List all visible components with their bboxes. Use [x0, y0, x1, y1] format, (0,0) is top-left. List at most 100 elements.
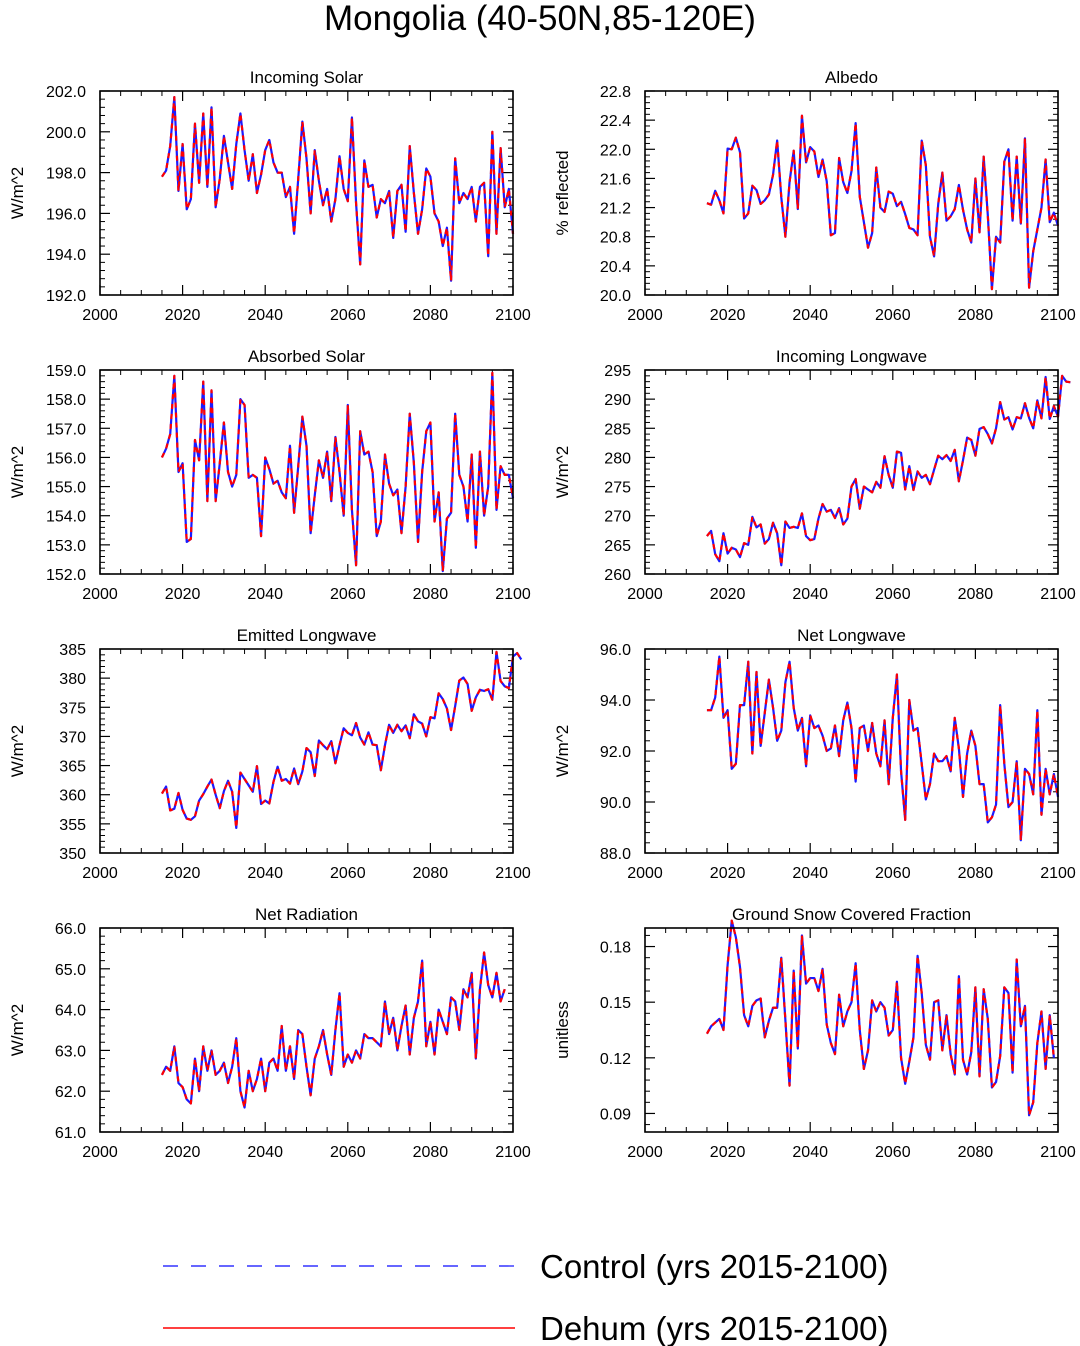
legend: Control (yrs 2015-2100) Dehum (yrs 2015-…: [163, 1248, 889, 1346]
x-tick-label: 2080: [413, 586, 449, 603]
y-axis-label: W/m^2: [8, 1004, 27, 1056]
y-tick-label: 88.0: [600, 846, 631, 863]
x-tick-label: 2020: [165, 307, 201, 324]
series-line-dehum: [706, 374, 1071, 567]
plot-frame: [644, 369, 1059, 575]
x-tick-label: 2060: [875, 307, 911, 324]
x-tick-label: 2100: [1040, 307, 1076, 324]
y-tick-label: 155.0: [46, 480, 86, 497]
x-tick-label: 2020: [710, 586, 746, 603]
y-tick-label: 295: [604, 363, 631, 380]
panel-title: Absorbed Solar: [248, 347, 366, 366]
y-axis-label: W/m^2: [553, 446, 572, 498]
y-axis-label: W/m^2: [8, 446, 27, 498]
panel-title: Ground Snow Covered Fraction: [732, 905, 971, 924]
x-tick-label: 2080: [958, 307, 994, 324]
panel-title: Albedo: [825, 68, 878, 87]
y-tick-label: 66.0: [55, 921, 86, 938]
y-tick-label: 96.0: [600, 642, 631, 659]
x-tick-label: 2020: [165, 865, 201, 882]
panel-8: Ground Snow Covered Fraction unitless 2000…: [553, 905, 1076, 1161]
x-tick-label: 2040: [247, 1144, 283, 1161]
y-tick-label: 20.0: [600, 288, 631, 305]
y-tick-label: 385: [59, 642, 86, 659]
plot-frame: [644, 90, 1059, 296]
series-line-dehum: [706, 655, 1060, 842]
series-line-dehum: [705, 919, 1055, 1117]
panel-2: Albedo % reflected 2000 2020 2040 2060 2080 210…: [553, 68, 1076, 324]
x-tick-label: 2040: [792, 586, 828, 603]
x-tick-label: 2100: [495, 307, 531, 324]
y-axis-label: unitless: [553, 1001, 572, 1059]
y-tick-label: 22.4: [600, 113, 631, 130]
y-tick-label: 198.0: [46, 166, 86, 183]
series-line-dehum: [160, 951, 506, 1109]
y-tick-label: 365: [59, 759, 86, 776]
x-tick-label: 2000: [627, 865, 663, 882]
panel-title: Emitted Longwave: [237, 626, 377, 645]
x-tick-label: 2060: [330, 586, 366, 603]
x-tick-label: 2100: [1040, 1144, 1076, 1161]
panel-5: Emitted Longwave W/m^2 2000 2020 2040 2060 208…: [8, 626, 531, 882]
y-tick-label: 21.2: [600, 201, 631, 218]
x-tick-label: 2060: [875, 865, 911, 882]
y-axis-label: W/m^2: [553, 725, 572, 777]
plot-frame: [99, 90, 514, 296]
series-line-control: [706, 114, 1060, 291]
legend-label-dehum: Dehum (yrs 2015-2100): [540, 1310, 889, 1346]
x-tick-label: 2100: [495, 865, 531, 882]
x-tick-label: 2080: [958, 586, 994, 603]
plot-frame: [644, 648, 1059, 854]
panel-4: Incoming Longwave W/m^2 2000 2020 2040 2060 20…: [553, 347, 1076, 603]
legend-label-control: Control (yrs 2015-2100): [540, 1248, 889, 1285]
panel-title: Net Radiation: [255, 905, 358, 924]
figure-title: Mongolia (40-50N,85-120E): [324, 0, 756, 38]
y-tick-label: 21.6: [600, 171, 631, 188]
panels-group: Incoming Solar W/m^2 2000 2020 2040 2060 2080 2…: [8, 68, 1076, 1161]
x-tick-label: 2060: [875, 586, 911, 603]
y-tick-label: 22.0: [600, 142, 631, 159]
y-tick-label: 290: [604, 392, 631, 409]
x-tick-label: 2000: [82, 586, 118, 603]
y-tick-label: 0.18: [600, 940, 631, 957]
x-tick-label: 2000: [627, 1144, 663, 1161]
panel-7: Net Radiation W/m^2 2000 2020 2040 2060 2080 21…: [8, 905, 531, 1161]
y-tick-label: 63.0: [55, 1043, 86, 1060]
series-line-dehum: [160, 371, 515, 573]
x-tick-label: 2080: [413, 1144, 449, 1161]
y-tick-label: 157.0: [46, 421, 86, 438]
x-tick-label: 2060: [330, 1144, 366, 1161]
series-line-dehum: [706, 114, 1060, 291]
x-tick-label: 2040: [247, 307, 283, 324]
x-tick-label: 2000: [627, 586, 663, 603]
y-tick-label: 280: [604, 450, 631, 467]
plot-frame: [99, 927, 514, 1133]
series-line-dehum: [161, 96, 515, 282]
series-line-control: [160, 951, 506, 1109]
x-tick-label: 2020: [710, 1144, 746, 1161]
y-tick-label: 0.12: [600, 1051, 631, 1068]
y-tick-label: 159.0: [46, 363, 86, 380]
y-tick-label: 380: [59, 671, 86, 688]
x-tick-label: 2100: [495, 1144, 531, 1161]
y-tick-label: 92.0: [600, 744, 631, 761]
series-line-control: [706, 655, 1060, 842]
x-tick-label: 2040: [247, 865, 283, 882]
y-tick-label: 200.0: [46, 125, 86, 142]
y-tick-label: 265: [604, 538, 631, 555]
series-line-control: [706, 374, 1071, 567]
y-tick-label: 194.0: [46, 247, 86, 264]
plot-frame: [99, 369, 514, 575]
x-tick-label: 2080: [413, 307, 449, 324]
y-tick-label: 20.4: [600, 259, 631, 276]
x-tick-label: 2080: [413, 865, 449, 882]
y-tick-label: 370: [59, 729, 86, 746]
x-tick-label: 2080: [958, 1144, 994, 1161]
x-tick-label: 2100: [1040, 586, 1076, 603]
x-tick-label: 2040: [792, 1144, 828, 1161]
x-tick-label: 2020: [165, 1144, 201, 1161]
panel-title: Net Longwave: [797, 626, 906, 645]
y-tick-label: 350: [59, 846, 86, 863]
series-line-dehum: [161, 650, 523, 830]
